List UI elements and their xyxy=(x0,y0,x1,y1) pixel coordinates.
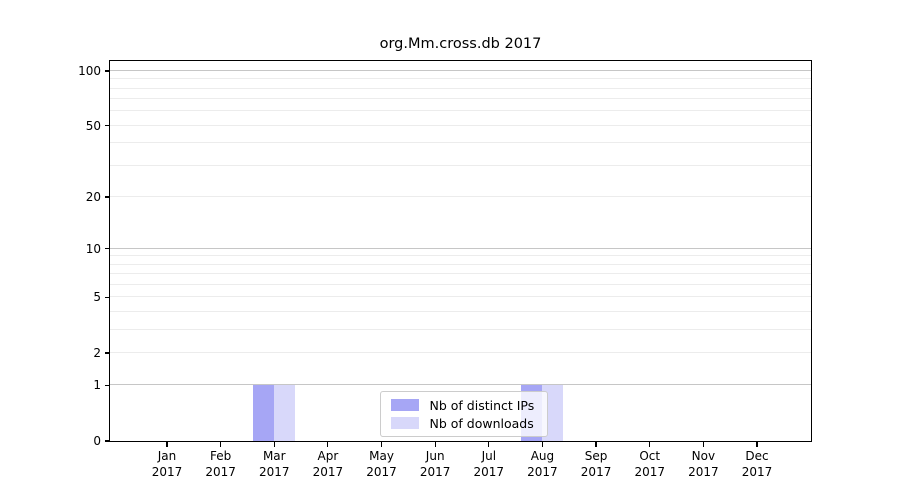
x-tick-label-year: 2017 xyxy=(741,464,773,479)
y-tick-label: 50 xyxy=(85,118,101,133)
legend-entry: Nb of distinct IPs xyxy=(390,397,538,413)
x-tick-label: Feb 2017 xyxy=(191,449,251,480)
x-tick-label-month: Aug xyxy=(530,449,555,463)
x-tick-label-month: Sep xyxy=(584,449,608,463)
x-tick-label-month: Oct xyxy=(639,449,661,463)
gridline-minor xyxy=(109,124,811,126)
x-tick-label-month: Dec xyxy=(745,449,769,463)
bars-layer xyxy=(110,61,811,441)
gridlines-layer xyxy=(109,61,811,441)
x-tick-label-month: Jun xyxy=(425,449,445,463)
x-tick-label: Sep 2017 xyxy=(566,449,626,480)
x-tick-label-year: 2017 xyxy=(366,464,397,479)
x-tick-mark xyxy=(756,442,758,447)
gridline-minor xyxy=(109,110,811,112)
y-tick-mark xyxy=(105,352,110,354)
x-tick-label: Aug 2017 xyxy=(512,449,572,480)
bar-nb-of-distinct-ips-mar xyxy=(252,384,274,441)
x-tick-mark xyxy=(434,442,436,447)
legend-swatch xyxy=(390,417,419,429)
y-tick-mark xyxy=(105,296,110,298)
x-tick-mark xyxy=(541,442,544,447)
y-tick-mark xyxy=(105,440,110,442)
x-tick-label-year: 2017 xyxy=(312,464,344,479)
x-tick-label-month: Jan xyxy=(157,449,177,463)
gridline-major xyxy=(109,70,811,71)
x-tick-label-year: 2017 xyxy=(527,464,558,479)
x-tick-mark xyxy=(649,442,651,447)
y-tick-label: 2 xyxy=(93,345,101,360)
gridline-minor xyxy=(109,283,811,285)
y-tick-label: 10 xyxy=(85,241,101,256)
x-tick-label: Jun 2017 xyxy=(405,449,465,480)
gridline-major xyxy=(109,384,811,386)
x-tick-label-month: May xyxy=(369,449,394,463)
y-tick-label: 5 xyxy=(93,290,101,305)
gridline-minor xyxy=(109,78,811,80)
y-tick-mark xyxy=(105,384,110,387)
gridline-minor xyxy=(109,351,811,353)
y-tick-label: 20 xyxy=(85,189,101,204)
x-tick-label-month: Jul xyxy=(481,449,497,463)
gridline-minor xyxy=(109,328,811,330)
gridline-minor xyxy=(109,195,811,197)
x-tick-mark xyxy=(273,442,275,447)
gridline-minor xyxy=(109,310,811,312)
x-tick-mark xyxy=(327,442,329,447)
y-tick-mark xyxy=(105,125,110,127)
x-tick-label: Apr 2017 xyxy=(298,449,358,480)
x-tick-mark xyxy=(166,442,168,447)
plot-area: Nb of distinct IPs Nb of downloads xyxy=(108,59,812,442)
x-tick-mark xyxy=(488,442,490,447)
x-tick-label-month: Nov xyxy=(691,449,716,463)
x-tick-label-year: 2017 xyxy=(258,464,290,479)
legend-label: Nb of distinct IPs xyxy=(429,397,535,413)
chart-title: org.Mm.cross.db 2017 xyxy=(379,36,542,52)
x-tick-mark xyxy=(220,442,222,447)
x-tick-label-month: Feb xyxy=(210,449,232,463)
x-tick-label-year: 2017 xyxy=(205,464,236,479)
x-tick-label-month: Mar xyxy=(262,449,286,463)
y-tick-mark xyxy=(105,196,110,198)
gridline-minor xyxy=(109,263,811,265)
x-tick-label-year: 2017 xyxy=(473,464,505,479)
y-tick-mark xyxy=(105,248,110,250)
legend: Nb of distinct IPs Nb of downloads xyxy=(379,390,548,437)
y-tick-label: 100 xyxy=(78,64,101,78)
x-tick-label: Jul 2017 xyxy=(459,449,519,480)
x-tick-label-year: 2017 xyxy=(419,464,451,479)
x-tick-label: Oct 2017 xyxy=(620,449,680,480)
x-tick-label-year: 2017 xyxy=(151,464,183,479)
x-tick-mark xyxy=(595,442,597,447)
gridline-minor xyxy=(109,273,811,275)
legend-swatch xyxy=(390,399,419,411)
legend-label: Nb of downloads xyxy=(429,415,534,431)
gridline-minor xyxy=(109,255,811,257)
gridline-minor xyxy=(109,98,811,100)
x-tick-label: Jan 2017 xyxy=(137,449,197,480)
gridline-major xyxy=(109,247,811,249)
gridline-minor xyxy=(109,142,811,144)
y-tick-label: 0 xyxy=(93,434,101,448)
gridline-minor xyxy=(109,87,811,89)
x-tick-label: May 2017 xyxy=(352,449,412,480)
x-tick-label-year: 2017 xyxy=(688,464,719,479)
x-tick-label-year: 2017 xyxy=(634,464,665,479)
gridline-minor xyxy=(109,296,811,298)
bar-nb-of-downloads-mar xyxy=(273,384,295,441)
x-tick-label: Mar 2017 xyxy=(244,449,304,480)
x-tick-mark xyxy=(380,442,383,447)
x-tick-label: Nov 2017 xyxy=(673,449,733,480)
y-tick-label: 1 xyxy=(93,378,101,393)
x-tick-mark xyxy=(702,442,704,447)
x-tick-label: Dec 2017 xyxy=(727,449,787,480)
legend-entry: Nb of downloads xyxy=(390,415,538,431)
x-tick-label-year: 2017 xyxy=(580,464,612,479)
y-tick-mark xyxy=(105,70,110,72)
gridline-minor xyxy=(109,164,811,166)
x-tick-label-month: Apr xyxy=(317,449,339,463)
